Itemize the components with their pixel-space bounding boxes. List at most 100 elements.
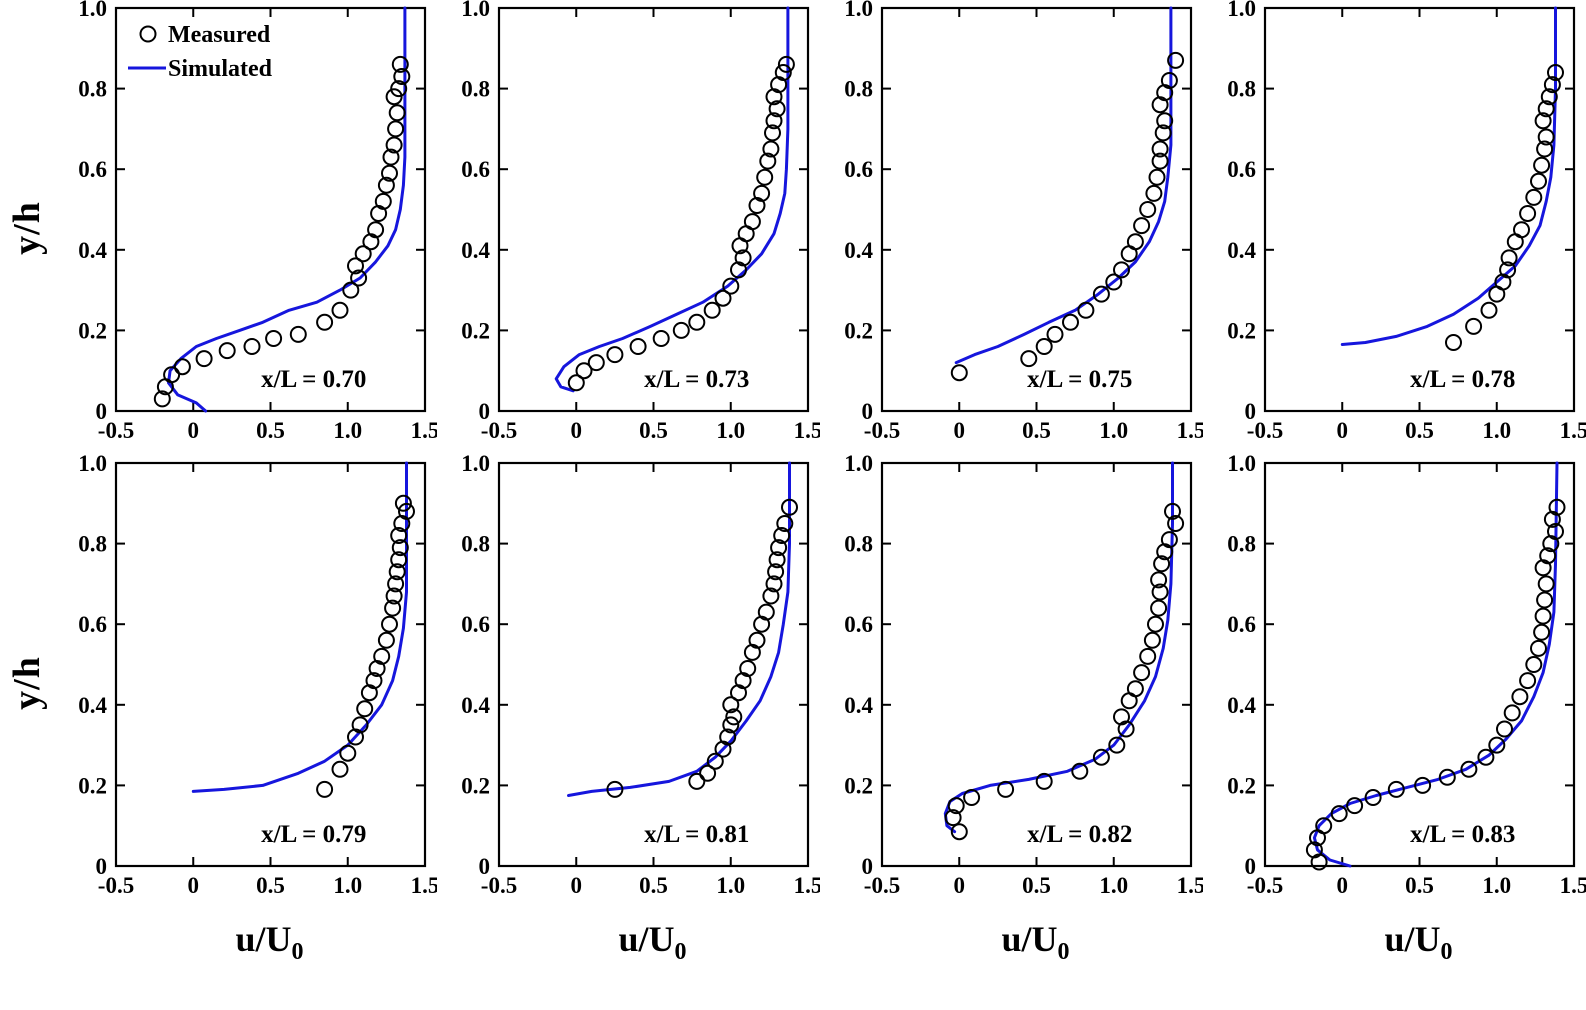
measured-point — [173, 358, 191, 376]
panel-label: x/L = 0.75 — [1027, 366, 1132, 393]
x-tick-label: 0 — [571, 418, 583, 443]
measured-point — [1346, 797, 1364, 815]
y-tick-label: 0.6 — [78, 157, 107, 182]
y-tick-label: 1.0 — [844, 455, 873, 476]
y-tick-label: 0.2 — [1227, 773, 1256, 798]
measured-point — [163, 366, 181, 384]
measured-point — [1167, 51, 1185, 69]
x-tick-label: 0.5 — [1405, 873, 1434, 898]
x-tick-label: 1.0 — [333, 873, 362, 898]
measured-point — [1035, 772, 1053, 790]
x-tick-label: 0.5 — [639, 418, 668, 443]
axis-box — [880, 461, 1193, 868]
x-tick-label: 1.5 — [1177, 418, 1203, 443]
measured-point — [385, 88, 403, 106]
measured-point — [1530, 639, 1547, 657]
y-tick-label: 0.8 — [844, 532, 873, 557]
measured-point — [950, 364, 968, 382]
measured-point — [381, 615, 398, 633]
y-tick-label: 0.6 — [78, 612, 107, 637]
measured-point — [316, 780, 334, 798]
measured-point — [699, 764, 717, 782]
measured-point — [331, 301, 349, 319]
x-axis-label: u/U0 — [235, 919, 304, 966]
measured-point — [218, 342, 236, 360]
y-tick-label: 0.6 — [1227, 157, 1256, 182]
x-tick-label: 1.5 — [411, 873, 437, 898]
measured-point — [1519, 205, 1537, 222]
measured-point — [1160, 531, 1178, 549]
subplot-svg: -0.5 0 0.5 1.0 1.500.20.40.60.81.0x/L = 0.73 — [461, 0, 822, 443]
subplot-svg: -0.5 0 0.5 1.0 1.500.20.40.60.81.0x/L = 0.78 — [1227, 0, 1586, 443]
measured-point — [377, 176, 395, 194]
x-tick-label: 0.5 — [256, 873, 285, 898]
measured-point — [1330, 805, 1348, 823]
measured-point — [1077, 301, 1095, 319]
x-tick-label: 1.0 — [1482, 873, 1511, 898]
measured-point — [1113, 708, 1130, 726]
measured-point — [1105, 273, 1123, 291]
x-tick-label: 1.5 — [794, 418, 820, 443]
subplot-xl-0.78: -0.5 0 0.5 1.0 1.5 0 0.2 0.4 0.6 0.8 1.0 x/L = 0.78 — [1203, 0, 1586, 455]
measured-point — [1530, 172, 1547, 190]
measured-point — [1438, 768, 1456, 786]
measured-point — [652, 330, 670, 347]
measured-point — [688, 772, 706, 790]
measured-point — [997, 780, 1015, 798]
measured-point — [1164, 502, 1181, 520]
y-tick-label: 1.0 — [78, 455, 107, 476]
y-tick-label: 0.8 — [844, 77, 873, 102]
measured-point — [753, 184, 771, 202]
x-tick-label: 0 — [571, 873, 583, 898]
measured-point — [1133, 664, 1151, 682]
measured-point — [1536, 140, 1554, 158]
measured-point — [1511, 688, 1529, 706]
measured-point — [391, 55, 409, 73]
measured-point — [1160, 72, 1178, 89]
measured-point — [1133, 217, 1151, 235]
measured-point — [748, 631, 766, 649]
measured-point — [374, 192, 392, 210]
measured-point — [1139, 201, 1157, 218]
measured-point — [1525, 188, 1543, 206]
y-tick-label: 0.8 — [1227, 532, 1256, 557]
x-tick-label: -0.5 — [1247, 873, 1283, 898]
measured-point — [1503, 704, 1521, 722]
panel-label: x/L = 0.79 — [261, 821, 366, 848]
measured-point — [950, 823, 968, 841]
measured-point — [1126, 680, 1144, 698]
y-tick-label: 0 — [1245, 399, 1257, 424]
y-tick-label: 0 — [479, 854, 491, 879]
panel-label: x/L = 0.81 — [644, 821, 749, 848]
x-tick-label: 1.0 — [1482, 418, 1511, 443]
x-axis-label-cell-3: u/U0 — [820, 910, 1203, 1006]
x-tick-label: 1.5 — [1560, 873, 1586, 898]
measured-point — [331, 760, 349, 778]
x-tick-label: -0.5 — [1247, 418, 1283, 443]
measured-point — [1020, 350, 1038, 368]
y-tick-label: 0 — [1245, 854, 1257, 879]
axis-box — [880, 6, 1193, 413]
measured-point — [1153, 555, 1171, 573]
x-axis-label-cell-2: u/U0 — [437, 910, 820, 1006]
y-tick-label: 1.0 — [844, 0, 873, 21]
measured-point — [367, 221, 385, 239]
measured-point — [1071, 762, 1089, 780]
panel-label: x/L = 0.82 — [1027, 821, 1132, 848]
measured-point — [629, 338, 647, 355]
y-tick-label: 1.0 — [461, 0, 490, 21]
measured-point — [944, 809, 962, 827]
measured-point — [1148, 168, 1166, 186]
measured-point — [768, 100, 786, 118]
measured-point — [377, 631, 395, 649]
subplot-xl-0.83: -0.5 0 0.5 1.0 1.5 0 0.2 0.4 0.6 0.8 1.0 x/L = 0.83 — [1203, 451, 1586, 910]
y-tick-label: 0.2 — [78, 318, 107, 343]
simulated-line — [943, 461, 1174, 834]
x-tick-label: -0.5 — [481, 873, 517, 898]
measured-point — [393, 68, 411, 85]
measured-point — [1414, 776, 1432, 794]
measured-point — [1533, 156, 1551, 174]
measured-point — [354, 245, 372, 263]
measured-point — [739, 660, 757, 677]
y-axis-label: y/h — [5, 200, 48, 255]
